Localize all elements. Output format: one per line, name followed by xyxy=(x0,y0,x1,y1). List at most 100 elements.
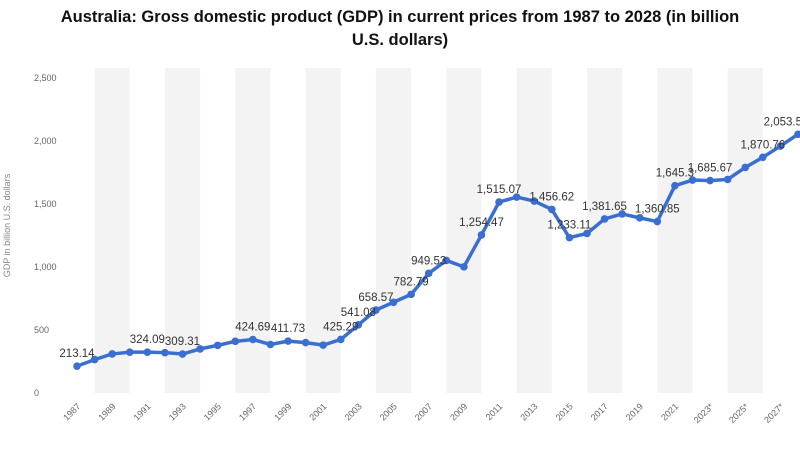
data-point xyxy=(688,176,697,184)
x-tick-label: 2015 xyxy=(554,401,575,422)
data-point xyxy=(460,263,468,271)
x-tick-label: 2007 xyxy=(413,401,434,422)
data-point xyxy=(108,350,116,358)
data-point xyxy=(407,290,415,299)
grid-band xyxy=(305,68,341,393)
data-point xyxy=(759,153,767,162)
data-point xyxy=(372,306,380,314)
y-tick-label: 2,500 xyxy=(34,73,57,83)
data-label: 2,053.5 xyxy=(764,116,800,128)
x-tick-label: 2021 xyxy=(659,401,680,422)
data-label: 424.69 xyxy=(235,321,270,333)
data-point xyxy=(90,355,99,364)
data-point xyxy=(723,175,732,184)
data-label: 1,685.67 xyxy=(688,163,733,175)
data-point xyxy=(231,337,240,346)
data-point xyxy=(125,348,134,356)
data-point xyxy=(530,197,539,205)
data-label: 541.08 xyxy=(341,307,376,319)
x-tick-label: 1987 xyxy=(61,401,82,422)
data-point xyxy=(336,335,345,344)
grid-band xyxy=(657,68,693,393)
data-label: 309.31 xyxy=(165,336,200,348)
data-point xyxy=(794,130,800,139)
data-point xyxy=(548,205,556,214)
data-point xyxy=(671,181,679,190)
data-point xyxy=(354,321,363,329)
data-point xyxy=(741,163,750,172)
grid-band xyxy=(516,68,552,393)
data-label: 411.73 xyxy=(271,323,305,335)
x-tick-label: 1995 xyxy=(202,401,223,422)
x-tick-label: 1991 xyxy=(132,401,153,422)
data-point xyxy=(600,215,609,223)
data-point xyxy=(301,338,310,347)
x-tick-label: 2011 xyxy=(484,401,505,422)
chart-title-line-1: Australia: Gross domestic product (GDP) … xyxy=(60,8,740,26)
x-tick-label: 1999 xyxy=(272,401,293,422)
x-tick-label: 2025* xyxy=(727,401,751,425)
data-point xyxy=(618,210,626,218)
data-label: 1,360.85 xyxy=(635,204,680,216)
data-label: 949.53 xyxy=(411,255,446,267)
data-label: 1,645.3 xyxy=(656,168,694,180)
data-label: 658.57 xyxy=(358,292,393,304)
data-point xyxy=(143,348,152,356)
chart-title: Australia: Gross domestic product (GDP) … xyxy=(0,6,800,52)
x-tick-label: 1997 xyxy=(237,401,258,422)
data-point xyxy=(161,348,169,357)
data-label: 213.14 xyxy=(59,348,95,360)
x-tick-label: 2003 xyxy=(343,401,364,422)
y-tick-label: 500 xyxy=(34,325,49,335)
x-tick-label: 2027* xyxy=(762,401,786,425)
data-point xyxy=(284,337,292,345)
y-axis-label: GDP in billion U.S. dollars xyxy=(2,173,12,277)
data-point xyxy=(653,217,662,226)
grid-band xyxy=(94,68,130,393)
y-tick-label: 1,000 xyxy=(34,262,57,272)
data-label: 1,456.62 xyxy=(529,191,574,203)
data-point xyxy=(442,256,451,265)
x-tick-label: 2005 xyxy=(378,401,399,422)
data-label: 1,381.65 xyxy=(582,201,627,213)
data-point xyxy=(73,362,81,370)
data-label: 1,254.47 xyxy=(459,217,504,229)
x-tick-label: 1993 xyxy=(167,401,188,422)
data-point xyxy=(583,229,591,238)
grid-band xyxy=(446,68,482,393)
data-point xyxy=(495,198,503,206)
data-label: 1,233.11 xyxy=(547,220,591,232)
data-point xyxy=(319,341,327,349)
x-tick-label: 2019 xyxy=(624,401,645,422)
data-label: 782.79 xyxy=(394,276,429,288)
data-point xyxy=(512,193,521,201)
data-point xyxy=(213,341,222,350)
grid-band xyxy=(375,68,412,393)
x-tick-label: 2001 xyxy=(307,401,328,422)
data-point xyxy=(635,214,644,222)
data-point xyxy=(706,176,714,185)
data-point xyxy=(776,142,785,150)
data-label: 425.29 xyxy=(323,321,358,333)
y-tick-label: 0 xyxy=(34,388,39,398)
data-point xyxy=(424,269,433,278)
data-point xyxy=(249,335,257,344)
grid-band xyxy=(727,68,763,393)
y-tick-label: 1,500 xyxy=(34,199,57,209)
data-label: 1,515.07 xyxy=(477,184,522,196)
x-tick-label: 2023* xyxy=(692,401,716,425)
x-tick-label: 1989 xyxy=(96,401,117,422)
x-tick-label: 2009 xyxy=(448,401,469,422)
data-point xyxy=(178,350,187,358)
data-point xyxy=(266,340,275,349)
data-point xyxy=(565,233,574,242)
data-point xyxy=(389,298,398,307)
chart-title-line-2: U.S. dollars) xyxy=(351,31,449,49)
data-label: 324.09 xyxy=(130,334,165,346)
x-tick-label: 2017 xyxy=(589,401,610,422)
data-point xyxy=(196,345,204,353)
grid-band xyxy=(164,68,201,393)
data-label: 1,870.76 xyxy=(740,139,785,151)
data-point xyxy=(477,231,486,239)
